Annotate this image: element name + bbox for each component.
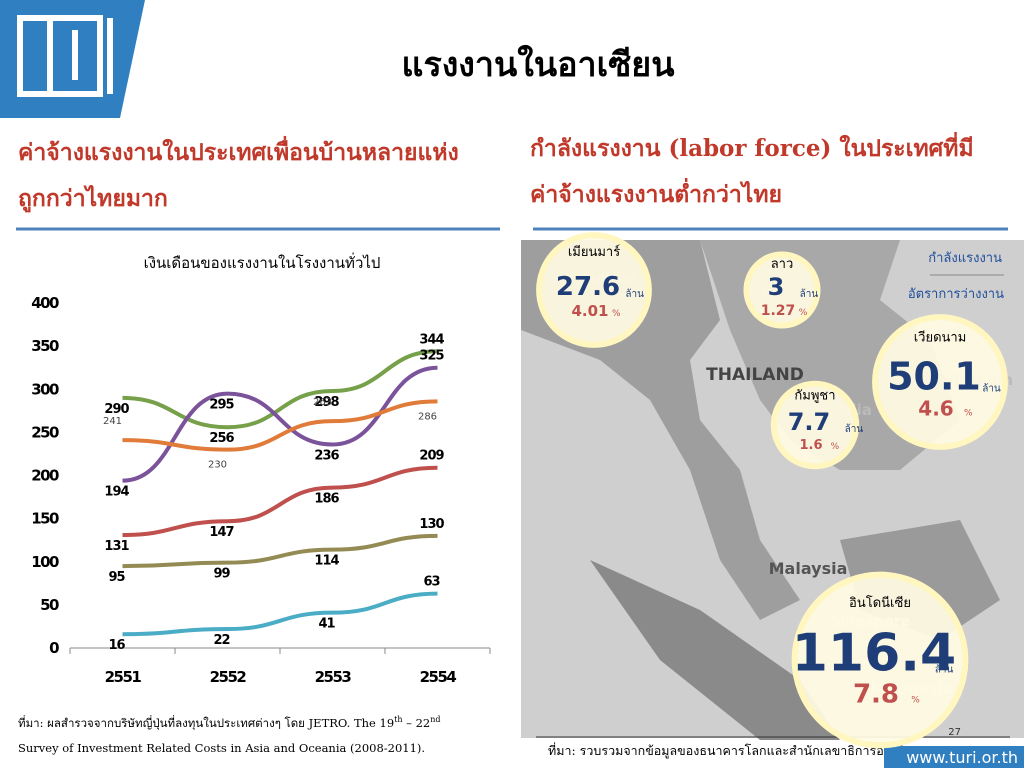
y-tick-label: 0 [49,639,59,657]
data-label: 130 [419,517,444,532]
x-tick-label: 2551 [105,668,142,686]
map-label: Malaysia [769,559,848,578]
data-label: 41 [318,617,335,632]
line-series [122,591,438,637]
url-bar [884,746,1024,768]
y-tick-label: 350 [31,337,59,355]
unemployment: 7.8 [853,679,899,709]
line-series [122,365,438,483]
labor-force: 50.1 [887,355,981,399]
data-label: 147 [209,525,234,540]
url: www.turi.or.th [906,748,1018,767]
footnote-sup: nd [430,715,440,724]
unit: % [964,409,973,419]
line-series [122,465,438,538]
right-heading: กำลังแรงงาน (labor force) ในประเทศที่มี [530,131,974,162]
unit: ล้าน [800,288,819,300]
left-heading: ถูกกว่าไทยมาก [18,184,168,213]
country-name: เวียดนาม [914,330,967,346]
country-bubble [770,380,860,470]
footnote: ที่มา: ผลสำรวจจากบริษัทญี่ปุ่นที่ลงทุนใน… [18,715,441,730]
map-legend: กำลังแรงงาน [928,251,1002,266]
footnote: ที่มา: รวบรวมจากข้อมูลของธนาคารโลกและสำน… [548,742,920,759]
x-tick-label: 2552 [210,668,247,686]
unit: ล้าน [625,288,644,300]
unit: ล้าน [845,423,864,435]
y-tick-label: 150 [31,510,59,528]
country-name: อินโดนีเซีย [849,595,911,611]
map-label: THAILAND [706,365,804,385]
data-label: 95 [108,570,125,585]
data-label: 325 [419,349,444,364]
data-label: 344 [419,332,444,347]
footnote-sup: th [394,715,402,724]
line-series [122,349,438,430]
data-label: 63 [423,575,440,590]
footnote: Survey of Investment Related Costs in As… [18,741,425,755]
y-tick-label: 400 [31,294,59,312]
country-bubble [791,571,969,749]
x-tick-label: 2554 [420,668,457,686]
labor-force: 7.7 [788,408,831,436]
data-label: 16 [108,638,125,653]
left-heading: ค่าจ้างแรงงานในประเทศเพื่อนบ้านหลายแห่ง [18,135,459,166]
data-label: 22 [213,633,229,648]
country-name: เมียนมาร์ [568,244,620,260]
data-label: 286 [418,411,437,422]
unemployment: 1.6 [799,438,822,453]
data-label: 186 [314,492,339,507]
x-tick-label: 2553 [315,668,352,686]
unit: ล้าน [935,663,954,675]
data-label: 99 [213,567,230,582]
labor-force: 116.4 [792,623,956,683]
data-label: 209 [419,449,444,464]
unit: % [911,695,920,705]
unit: ล้าน [982,383,1001,395]
data-label: 114 [314,554,339,569]
unit: % [831,442,840,452]
y-tick-label: 300 [31,380,59,398]
y-tick-label: 200 [31,467,59,485]
line-series [122,399,438,452]
data-label: 256 [209,431,234,446]
unit: % [799,308,808,318]
labor-force: 3 [768,273,785,301]
labor-force: 27.6 [556,272,620,302]
y-tick-label: 50 [40,596,59,614]
unemployment: 4.6 [918,397,953,421]
country-bubble [743,251,821,329]
country-bubble [872,314,1008,450]
logo [17,15,113,97]
data-label: 236 [314,448,339,463]
y-tick-label: 100 [31,553,59,571]
country-name: กัมพูชา [794,388,835,403]
data-label: 194 [104,485,129,500]
unemployment: 1.27 [761,303,796,319]
chart-title: เงินเดือนของแรงงานในโรงงานทั่วไป [144,252,381,272]
page-number: 27 [948,727,961,738]
data-label: 230 [208,460,227,471]
data-label: 131 [104,539,129,554]
right-heading: ค่าจ้างแรงงานต่ำกว่าไทย [530,177,782,208]
unemployment: 4.01 [571,302,608,320]
map-legend: อัตราการว่างงาน [908,287,1004,302]
page-title: แรงงานในอาเซียน [402,44,675,85]
data-label: 263 [313,397,332,408]
data-label: 298 [314,395,339,410]
data-label: 295 [209,398,234,413]
footnote-part: ที่มา: ผลสำรวจจากบริษัทญี่ปุ่นที่ลงทุนใน… [18,715,394,730]
line-series [122,533,438,569]
data-label: 290 [104,402,129,417]
country-name: ลาว [771,257,794,272]
y-tick-label: 250 [31,423,59,441]
data-label: 241 [103,416,122,427]
footnote-part: – 22 [403,716,431,730]
unit: % [612,309,621,319]
country-bubble [536,232,652,348]
